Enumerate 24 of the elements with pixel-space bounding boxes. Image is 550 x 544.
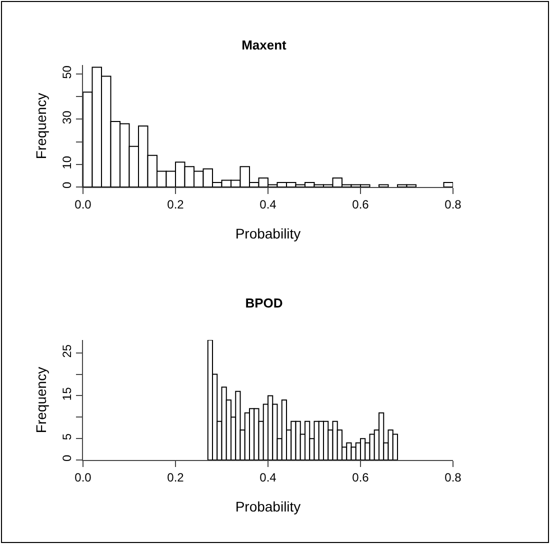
y-axis-title: Frequency	[32, 366, 49, 434]
chart-title: BPOD	[245, 296, 283, 311]
x-tick-label: 0.8	[444, 470, 462, 484]
x-tick-label: 0.0	[74, 470, 92, 484]
x-tick-label: 0.4	[260, 197, 277, 212]
x-tick-label: 0.4	[260, 470, 277, 484]
x-tick-label: 0.8	[444, 197, 462, 212]
y-tick-label: 30	[60, 110, 74, 124]
y-axis-title: Frequency	[32, 92, 49, 160]
y-tick-label: 10	[60, 156, 74, 170]
y-tick-label: 50	[60, 65, 74, 79]
x-tick-label: 0.6	[352, 197, 370, 212]
x-tick-label: 0.6	[352, 470, 370, 484]
y-tick-label: 25	[60, 344, 74, 358]
y-tick-label: 15	[60, 386, 74, 401]
x-tick-label: 0.2	[167, 470, 184, 484]
y-tick-label: 0	[60, 182, 74, 189]
y-tick-label: 0	[60, 454, 74, 462]
y-tick-label: 5	[60, 433, 74, 440]
x-tick-label: 0.2	[167, 197, 184, 212]
x-axis-title: Probability	[235, 226, 301, 242]
x-tick-label: 0.0	[74, 197, 92, 212]
x-axis-title: Probability	[235, 498, 301, 515]
chart-title: Maxent	[242, 38, 288, 53]
